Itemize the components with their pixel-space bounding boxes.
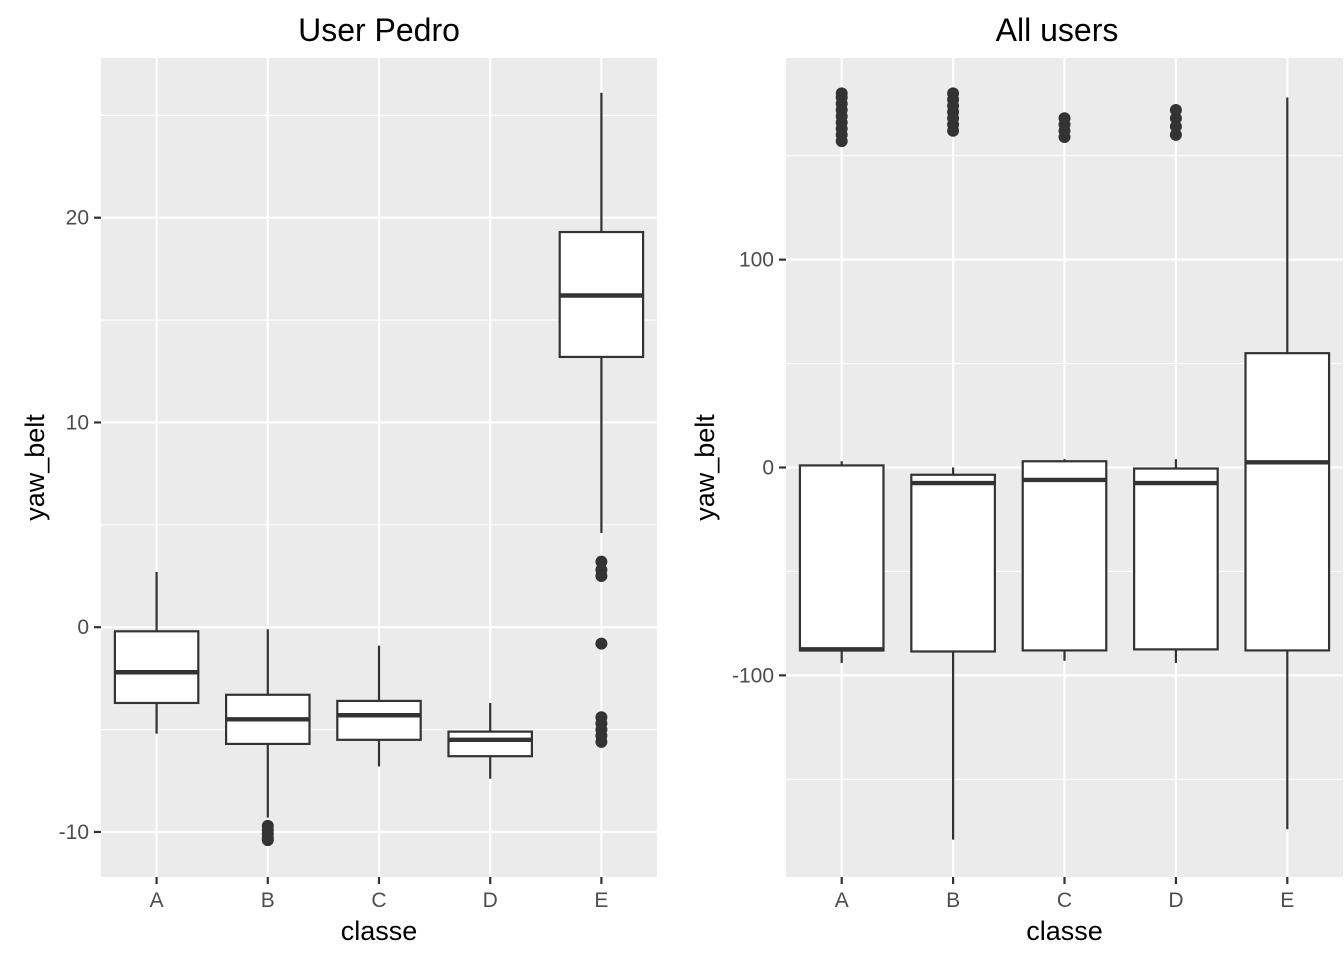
panel-title: All users [996, 12, 1119, 48]
box-iqr [1133, 467, 1219, 651]
y-tick-label: 0 [77, 616, 89, 639]
outlier-point [1169, 128, 1182, 141]
box-d [1133, 103, 1219, 663]
x-tick-label: C [1057, 889, 1072, 912]
x-axis-title: classe [341, 916, 418, 946]
x-tick-label: B [946, 889, 960, 912]
outlier-point [1058, 112, 1071, 125]
box-b [910, 87, 996, 840]
box-iqr [1021, 460, 1108, 652]
x-tick-label: A [150, 889, 164, 912]
outlier-point [1169, 120, 1182, 133]
box-iqr [1244, 352, 1331, 652]
x-tick-label: E [594, 889, 608, 912]
box-a [798, 87, 885, 663]
outlier-point [595, 637, 608, 650]
box-c [336, 645, 422, 767]
box-a [113, 571, 200, 734]
x-tick-label: D [483, 889, 498, 912]
outlier-point [1169, 103, 1182, 116]
panel-all-users: -100 0 100 A B C D E All users classe yaw_belt [690, 12, 1343, 946]
x-tick-label: B [261, 889, 275, 912]
outlier-point [595, 735, 608, 748]
box-e [558, 92, 645, 748]
outlier-point [261, 834, 274, 847]
x-axis-title: classe [1026, 916, 1103, 946]
panel-title: User Pedro [298, 12, 460, 48]
outlier-point [835, 87, 848, 100]
y-axis-title: yaw_belt [20, 414, 50, 521]
box-iqr [798, 464, 885, 652]
x-tick-label: D [1168, 889, 1183, 912]
box-d [447, 702, 534, 779]
outlier-point [1169, 112, 1182, 125]
box-e [1244, 97, 1331, 830]
x-tick-label: A [835, 889, 849, 912]
box-c [1021, 112, 1108, 661]
x-tick-label: C [371, 889, 386, 912]
y-axis-title: yaw_belt [690, 414, 720, 521]
box-b [225, 629, 311, 847]
y-tick-label: 100 [739, 249, 774, 272]
y-tick-label: -10 [59, 821, 89, 844]
outlier-point [595, 570, 608, 583]
box-iqr [336, 699, 422, 741]
panel-user-pedro: -10 0 10 20 A B C D E User Pedro classe yaw_belt [20, 12, 657, 946]
y-tick-label: 10 [66, 411, 89, 434]
x-tick-label: E [1280, 889, 1294, 912]
box-iqr [910, 473, 996, 653]
y-tick-label: 20 [66, 207, 89, 230]
y-tick-label: 0 [762, 457, 774, 480]
box-iqr [447, 730, 534, 758]
outlier-point [947, 87, 960, 100]
y-tick-label: -100 [732, 664, 774, 687]
box-iqr [113, 630, 200, 705]
